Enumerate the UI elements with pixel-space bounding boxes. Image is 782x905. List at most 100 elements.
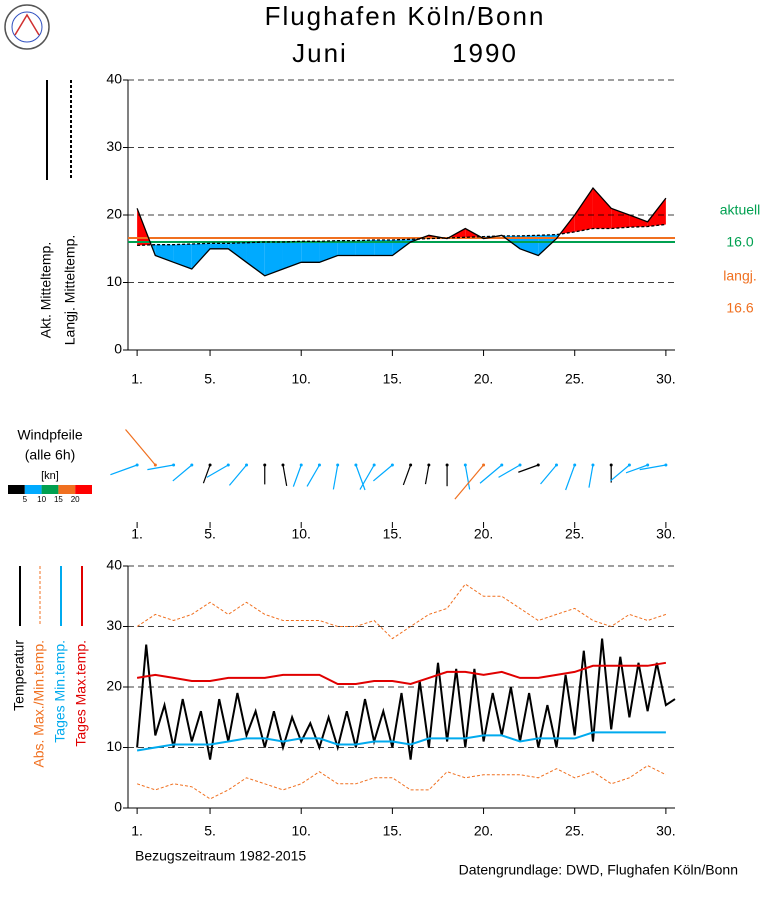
wind-dot: [372, 463, 376, 467]
scale-swatch: [8, 485, 25, 494]
diff-area: [647, 198, 666, 227]
x-tick-label: 1.: [131, 371, 143, 387]
diff-area: [210, 243, 229, 249]
wind-dot: [536, 463, 540, 467]
wind-dot: [245, 463, 249, 467]
scale-tick-label: 20: [71, 495, 80, 504]
wind-barb: [172, 464, 193, 482]
wind-dot: [518, 463, 522, 467]
wind-barb: [355, 464, 366, 491]
wind-dot: [390, 463, 394, 467]
diff-area: [264, 242, 283, 276]
line: [136, 583, 667, 640]
diff-area: [592, 188, 612, 229]
wind-subtitle: (alle 6h): [25, 447, 76, 463]
diff-area: [246, 242, 265, 276]
x-tick-label: 30.: [656, 823, 675, 839]
legend-label: Temperatur: [11, 640, 27, 711]
wind-dot: [445, 463, 449, 467]
y-tick-label: 40: [106, 71, 122, 87]
wind-barb: [464, 464, 471, 490]
wind-dot: [281, 463, 285, 467]
wind-barb: [540, 464, 557, 485]
line: [136, 186, 667, 277]
scale-tick-label: 15: [54, 495, 63, 504]
reference-name: aktuell: [720, 202, 760, 218]
wind-barb: [454, 464, 485, 500]
reference-value: 16.6: [726, 300, 753, 316]
diff-area: [337, 240, 356, 256]
scale-tick-label: 5: [23, 495, 28, 504]
logo: [4, 4, 50, 50]
y-tick-label: 20: [106, 678, 122, 694]
y-tick-label: 20: [106, 206, 122, 222]
wind-dot: [554, 463, 558, 467]
diff-area: [173, 244, 192, 269]
legend-label: Tages Max.temp.: [73, 640, 89, 747]
wind-barb: [625, 464, 648, 474]
year: 1990: [452, 38, 518, 68]
diff-area: [282, 241, 302, 269]
line: [136, 731, 666, 752]
y-tick-label: 40: [106, 557, 122, 573]
y-tick-label: 30: [106, 138, 122, 154]
wind-barb: [332, 464, 339, 490]
wind-barb: [202, 464, 211, 484]
x-tick-label: 30.: [656, 526, 675, 542]
note: Bezugszeitraum 1982-2015: [135, 848, 306, 864]
wind-dot: [336, 463, 340, 467]
line: [136, 765, 667, 800]
x-tick-label: 20.: [474, 371, 493, 387]
wind-barb: [479, 464, 503, 484]
wind-dot: [427, 463, 431, 467]
diff-area: [538, 234, 557, 256]
legend-label: Akt. Mitteltemp.: [38, 242, 54, 338]
month: Juni: [292, 38, 348, 68]
diff-area: [191, 243, 211, 269]
x-tick-label: 20.: [474, 526, 493, 542]
line: [137, 223, 666, 247]
x-tick-label: 15.: [383, 371, 402, 387]
x-tick-label: 25.: [565, 371, 584, 387]
y-tick-label: 30: [106, 617, 122, 633]
legend-label: Tages Min.temp.: [52, 640, 68, 743]
x-tick-label: 1.: [131, 526, 143, 542]
wind-barb: [565, 464, 576, 491]
x-tick-label: 10.: [291, 823, 310, 839]
diff-area: [574, 188, 593, 232]
x-tick-label: 15.: [383, 526, 402, 542]
wind-dot: [627, 463, 631, 467]
wind-dot: [500, 463, 504, 467]
y-tick-label: 0: [114, 799, 122, 815]
wind-dot: [573, 463, 577, 467]
wind-barb: [588, 464, 594, 488]
wind-dot: [208, 463, 212, 467]
y-tick-label: 10: [106, 273, 122, 289]
wind-barb: [292, 464, 302, 487]
wind-barb: [359, 464, 375, 490]
wind-barb: [610, 464, 630, 482]
diff-area: [355, 239, 375, 256]
wind-barb: [518, 464, 539, 473]
diff-area: [155, 244, 174, 263]
y-tick-label: 0: [114, 341, 122, 357]
x-tick-label: 5.: [204, 823, 216, 839]
reference-name: langj.: [723, 268, 756, 284]
scale-swatch: [75, 485, 92, 494]
y-tick-label: 10: [106, 738, 122, 754]
diff-area: [374, 239, 393, 256]
chart-title: Flughafen Köln/Bonn: [265, 1, 546, 31]
wind-dot: [263, 463, 267, 467]
x-tick-label: 5.: [204, 526, 216, 542]
wind-unit: [kn]: [41, 470, 59, 482]
wind-dot: [409, 463, 413, 467]
legend-label: Abs. Max./Min.temp.: [31, 640, 47, 768]
diff-area: [301, 241, 320, 263]
source: Datengrundlage: DWD, Flughafen Köln/Bonn: [459, 862, 738, 878]
line: [136, 661, 667, 686]
wind-barb: [402, 464, 412, 486]
wind-dot: [226, 463, 230, 467]
x-tick-label: 25.: [565, 526, 584, 542]
wind-dot: [463, 463, 467, 467]
wind-dot: [317, 463, 321, 467]
